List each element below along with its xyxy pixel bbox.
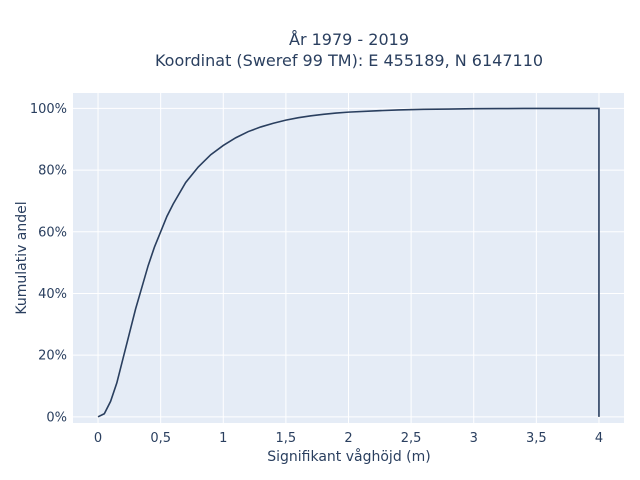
y-tick-label: 0% <box>46 410 67 425</box>
y-tick-label: 20% <box>38 349 67 364</box>
x-tick-label: 0,5 <box>150 431 171 446</box>
chart-title-line-2: Koordinat (Sweref 99 TM): E 455189, N 61… <box>155 51 543 70</box>
y-axis-title: Kumulativ andel <box>14 201 30 314</box>
series-line <box>97 107 600 418</box>
x-tick-label: 2,5 <box>401 431 422 446</box>
x-axis-title: Signifikant våghöjd (m) <box>267 448 430 465</box>
x-tick-label: 3,5 <box>526 431 547 446</box>
x-axis-ticks: 0 0,5 1 1,5 2 2,5 3 3,5 4 <box>94 431 603 446</box>
x-tick-label: 1 <box>219 431 227 446</box>
y-tick-label: 40% <box>38 287 67 302</box>
x-tick-label: 3 <box>470 431 478 446</box>
y-tick-label: 100% <box>30 102 67 117</box>
x-tick-label: 0 <box>94 431 102 446</box>
x-tick-label: 1,5 <box>276 431 297 446</box>
x-tick-label: 4 <box>595 431 603 446</box>
y-tick-label: 60% <box>38 225 67 240</box>
chart-title-line-1: År 1979 - 2019 <box>289 30 409 49</box>
x-tick-label: 2 <box>344 431 352 446</box>
y-axis-ticks: 0% 20% 40% 60% 80% 100% <box>30 102 67 425</box>
y-tick-label: 80% <box>38 164 67 179</box>
